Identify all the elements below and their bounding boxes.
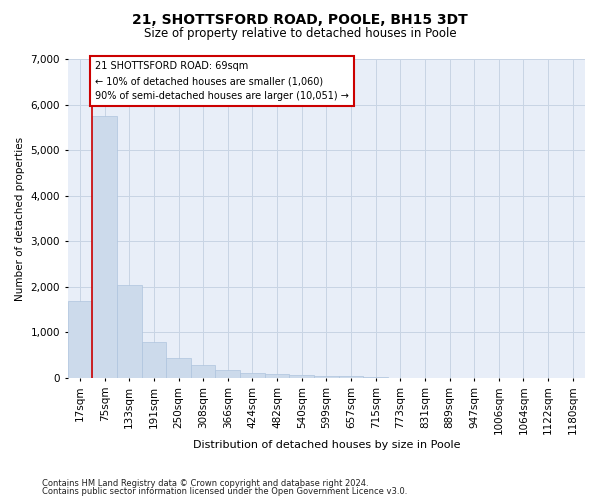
Bar [166,358,191,378]
Bar [68,300,92,378]
Bar [240,372,265,378]
Text: Size of property relative to detached houses in Poole: Size of property relative to detached ho… [143,28,457,40]
Bar [142,342,166,378]
Text: Contains public sector information licensed under the Open Government Licence v3: Contains public sector information licen… [42,487,407,496]
Bar [338,376,363,378]
Bar [265,374,289,378]
Text: 21, SHOTTSFORD ROAD, POOLE, BH15 3DT: 21, SHOTTSFORD ROAD, POOLE, BH15 3DT [132,12,468,26]
Bar [191,366,215,378]
Bar [215,370,240,378]
Bar [314,376,338,378]
Bar [289,376,314,378]
Y-axis label: Number of detached properties: Number of detached properties [15,136,25,300]
Text: 21 SHOTTSFORD ROAD: 69sqm
← 10% of detached houses are smaller (1,060)
90% of se: 21 SHOTTSFORD ROAD: 69sqm ← 10% of detac… [95,62,349,101]
Bar [117,284,142,378]
Bar [92,116,117,378]
Bar [363,377,388,378]
X-axis label: Distribution of detached houses by size in Poole: Distribution of detached houses by size … [193,440,460,450]
Text: Contains HM Land Registry data © Crown copyright and database right 2024.: Contains HM Land Registry data © Crown c… [42,478,368,488]
